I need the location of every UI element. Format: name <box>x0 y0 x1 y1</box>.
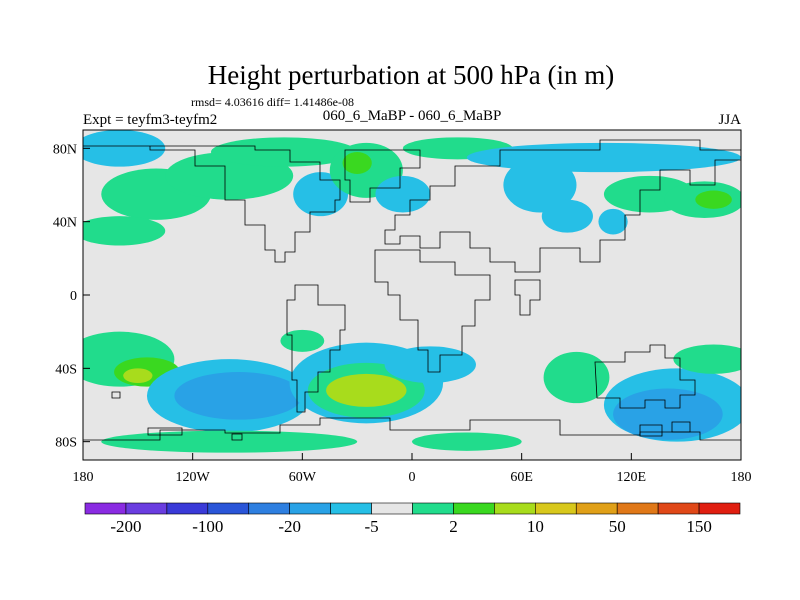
y-tick-label-1: 40N <box>53 216 77 231</box>
colorbar-swatch-2 <box>166 502 209 515</box>
anomaly-region-0 <box>83 130 166 167</box>
coastline-australia <box>594 344 696 409</box>
x-tick-label-5: 120E <box>617 470 647 485</box>
colorbar-swatch-3 <box>207 502 250 515</box>
anomaly-region-7 <box>342 152 372 174</box>
colorbar-label-3: -5 <box>364 517 378 536</box>
anomaly-region-27 <box>543 351 610 404</box>
x-tick-label-4: 60E <box>510 470 533 485</box>
anomaly-region-29 <box>613 388 723 440</box>
coastline-south-america <box>286 284 346 413</box>
anomaly-region-26 <box>384 346 476 383</box>
colorbar-swatch-14 <box>657 502 700 515</box>
anomaly-region-16 <box>598 208 628 235</box>
x-axis: 180 120W 60W 0 60E 120E 180 <box>73 453 752 485</box>
colorbar-label-4: 2 <box>449 517 458 536</box>
colorbar-label-5: 10 <box>527 517 544 536</box>
anomaly-region-25 <box>326 373 407 407</box>
anomaly-region-21 <box>174 372 303 420</box>
colorbar-swatch-15 <box>698 502 741 515</box>
y-tick-label-0: 80N <box>53 142 77 157</box>
colorbar-swatch-0 <box>84 502 127 515</box>
colorbar-swatch-13 <box>616 502 659 515</box>
y-tick-label-4: 80S <box>55 436 77 451</box>
chart-subtitle-left: Expt = teyfm3-teyfm2 <box>83 112 217 128</box>
colorbar-swatch-9 <box>453 502 495 515</box>
x-tick-label-3: 0 <box>409 470 416 485</box>
y-axis: 80N 40N 0 40S 80S <box>53 142 90 451</box>
x-tick-label-6: 180 <box>731 470 752 485</box>
anomaly-region-14 <box>695 190 732 209</box>
chart-subtitle-center: 060_6_MaBP - 060_6_MaBP <box>323 108 502 124</box>
anomaly-region-2 <box>83 216 166 246</box>
anomaly-region-8 <box>375 175 431 213</box>
colorbar-swatch-7 <box>371 502 413 515</box>
chart-stats-line: rmsd= 4.03616 diff= 1.41486e-08 <box>191 95 354 109</box>
chart-title: Height perturbation at 500 hPa (in m) <box>208 60 614 90</box>
colorbar-swatch-11 <box>535 502 577 515</box>
colorbar-swatch-1 <box>125 502 168 515</box>
x-tick-label-2: 60W <box>289 470 317 485</box>
coastline-eurasia <box>384 139 741 273</box>
y-tick-label-2: 0 <box>70 289 77 304</box>
anomaly-region-31 <box>412 432 522 451</box>
colorbar-swatch-8 <box>412 502 454 515</box>
anomaly-region-22 <box>101 430 358 453</box>
y-tick-label-3: 40S <box>55 362 77 377</box>
chart-subtitle-right: JJA <box>718 112 741 128</box>
anomaly-region-30 <box>673 344 741 374</box>
colorbar-label-7: 150 <box>686 517 712 536</box>
coastline-islands <box>111 391 691 441</box>
colorbar-swatch-10 <box>494 502 536 515</box>
colorbar: -200 -100 -20 -5 2 10 50 150 <box>84 502 741 536</box>
colorbar-swatch-6 <box>330 502 372 515</box>
coastline-north-america <box>83 145 341 263</box>
anomaly-region-4 <box>210 137 358 167</box>
x-tick-label-1: 120W <box>176 470 211 485</box>
colorbar-label-1: -100 <box>192 517 223 536</box>
x-tick-label-0: 180 <box>73 470 94 485</box>
colorbar-label-6: 50 <box>609 517 626 536</box>
colorbar-swatch-12 <box>575 502 618 515</box>
coastline-india <box>514 279 541 316</box>
anomaly-region-15 <box>541 199 593 233</box>
coastline-africa <box>374 249 491 373</box>
colorbar-label-0: -200 <box>110 517 141 536</box>
colorbar-swatch-5 <box>289 502 331 515</box>
colorbar-swatch-4 <box>248 502 290 515</box>
colorbar-label-2: -20 <box>278 517 301 536</box>
coastline-greenland <box>344 149 421 203</box>
anomaly-region-19 <box>123 368 153 383</box>
coastlines <box>83 139 741 441</box>
